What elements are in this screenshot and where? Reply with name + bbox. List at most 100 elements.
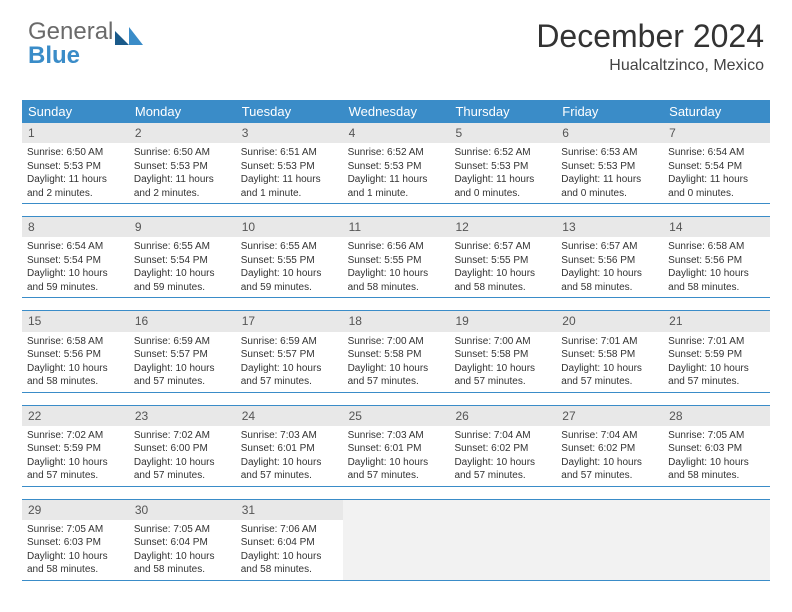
daylight-text: Daylight: 11 hours and 1 minute.	[348, 173, 445, 200]
sunrise-text: Sunrise: 6:56 AM	[348, 240, 445, 254]
day-body: Sunrise: 6:59 AMSunset: 5:57 PMDaylight:…	[129, 332, 236, 392]
day-body: Sunrise: 7:06 AMSunset: 6:04 PMDaylight:…	[236, 520, 343, 580]
daylight-text: Daylight: 10 hours and 57 minutes.	[348, 456, 445, 483]
daylight-text: Daylight: 11 hours and 1 minute.	[241, 173, 338, 200]
day-body: Sunrise: 6:55 AMSunset: 5:54 PMDaylight:…	[129, 237, 236, 297]
sunrise-text: Sunrise: 6:55 AM	[241, 240, 338, 254]
daylight-text: Daylight: 10 hours and 59 minutes.	[134, 267, 231, 294]
day-body: Sunrise: 7:00 AMSunset: 5:58 PMDaylight:…	[449, 332, 556, 392]
sunset-text: Sunset: 6:00 PM	[134, 442, 231, 456]
day-number: 10	[236, 217, 343, 237]
sunset-text: Sunset: 5:59 PM	[668, 348, 765, 362]
day-body: Sunrise: 7:01 AMSunset: 5:58 PMDaylight:…	[556, 332, 663, 392]
day-number: 15	[22, 311, 129, 331]
day-cell: 20Sunrise: 7:01 AMSunset: 5:58 PMDayligh…	[556, 311, 663, 391]
day-number: 13	[556, 217, 663, 237]
day-number: 28	[663, 406, 770, 426]
sunset-text: Sunset: 6:03 PM	[27, 536, 124, 550]
sunset-text: Sunset: 5:58 PM	[454, 348, 551, 362]
daylight-text: Daylight: 10 hours and 57 minutes.	[27, 456, 124, 483]
day-number: 17	[236, 311, 343, 331]
month-title: December 2024	[536, 18, 764, 55]
sunset-text: Sunset: 5:58 PM	[348, 348, 445, 362]
week-row: 15Sunrise: 6:58 AMSunset: 5:56 PMDayligh…	[22, 310, 770, 392]
title-block: December 2024 Hualcaltzinco, Mexico	[536, 18, 764, 75]
day-number: 6	[556, 123, 663, 143]
day-body: Sunrise: 6:58 AMSunset: 5:56 PMDaylight:…	[22, 332, 129, 392]
sunset-text: Sunset: 6:02 PM	[561, 442, 658, 456]
day-body: Sunrise: 6:50 AMSunset: 5:53 PMDaylight:…	[129, 143, 236, 203]
day-cell: 21Sunrise: 7:01 AMSunset: 5:59 PMDayligh…	[663, 311, 770, 391]
day-body: Sunrise: 6:51 AMSunset: 5:53 PMDaylight:…	[236, 143, 343, 203]
empty-day-cell	[663, 500, 770, 580]
sunset-text: Sunset: 5:55 PM	[348, 254, 445, 268]
daylight-text: Daylight: 10 hours and 59 minutes.	[241, 267, 338, 294]
weekday-header: Tuesday	[236, 100, 343, 123]
weekday-header-row: Sunday Monday Tuesday Wednesday Thursday…	[22, 100, 770, 123]
day-body: Sunrise: 6:56 AMSunset: 5:55 PMDaylight:…	[343, 237, 450, 297]
week-row: 8Sunrise: 6:54 AMSunset: 5:54 PMDaylight…	[22, 216, 770, 298]
sunset-text: Sunset: 5:56 PM	[668, 254, 765, 268]
sunrise-text: Sunrise: 6:59 AM	[134, 335, 231, 349]
daylight-text: Daylight: 10 hours and 57 minutes.	[134, 362, 231, 389]
sunrise-text: Sunrise: 6:57 AM	[454, 240, 551, 254]
weekday-header: Friday	[556, 100, 663, 123]
day-cell: 3Sunrise: 6:51 AMSunset: 5:53 PMDaylight…	[236, 123, 343, 203]
day-body: Sunrise: 6:55 AMSunset: 5:55 PMDaylight:…	[236, 237, 343, 297]
empty-day-cell	[343, 500, 450, 580]
day-body: Sunrise: 7:04 AMSunset: 6:02 PMDaylight:…	[449, 426, 556, 486]
day-number: 18	[343, 311, 450, 331]
sunset-text: Sunset: 6:01 PM	[348, 442, 445, 456]
sunset-text: Sunset: 5:58 PM	[561, 348, 658, 362]
daylight-text: Daylight: 11 hours and 0 minutes.	[668, 173, 765, 200]
day-number: 7	[663, 123, 770, 143]
day-body: Sunrise: 7:02 AMSunset: 5:59 PMDaylight:…	[22, 426, 129, 486]
daylight-text: Daylight: 10 hours and 57 minutes.	[134, 456, 231, 483]
sunrise-text: Sunrise: 7:02 AM	[134, 429, 231, 443]
daylight-text: Daylight: 10 hours and 57 minutes.	[348, 362, 445, 389]
day-body: Sunrise: 7:05 AMSunset: 6:03 PMDaylight:…	[663, 426, 770, 486]
daylight-text: Daylight: 10 hours and 58 minutes.	[561, 267, 658, 294]
sunset-text: Sunset: 5:53 PM	[134, 160, 231, 174]
sunrise-text: Sunrise: 6:55 AM	[134, 240, 231, 254]
sunrise-text: Sunrise: 6:54 AM	[668, 146, 765, 160]
sunset-text: Sunset: 5:55 PM	[241, 254, 338, 268]
day-body: Sunrise: 6:54 AMSunset: 5:54 PMDaylight:…	[663, 143, 770, 203]
sunrise-text: Sunrise: 7:02 AM	[27, 429, 124, 443]
day-cell: 30Sunrise: 7:05 AMSunset: 6:04 PMDayligh…	[129, 500, 236, 580]
daylight-text: Daylight: 10 hours and 58 minutes.	[134, 550, 231, 577]
sunset-text: Sunset: 5:53 PM	[348, 160, 445, 174]
daylight-text: Daylight: 10 hours and 58 minutes.	[668, 456, 765, 483]
day-body: Sunrise: 6:57 AMSunset: 5:56 PMDaylight:…	[556, 237, 663, 297]
daylight-text: Daylight: 10 hours and 57 minutes.	[668, 362, 765, 389]
sunset-text: Sunset: 5:53 PM	[561, 160, 658, 174]
day-number: 27	[556, 406, 663, 426]
day-body: Sunrise: 6:50 AMSunset: 5:53 PMDaylight:…	[22, 143, 129, 203]
day-number: 24	[236, 406, 343, 426]
day-number: 30	[129, 500, 236, 520]
sunset-text: Sunset: 6:01 PM	[241, 442, 338, 456]
sunset-text: Sunset: 5:53 PM	[241, 160, 338, 174]
daylight-text: Daylight: 10 hours and 57 minutes.	[241, 362, 338, 389]
sunset-text: Sunset: 6:04 PM	[241, 536, 338, 550]
day-number: 29	[22, 500, 129, 520]
sunset-text: Sunset: 5:57 PM	[241, 348, 338, 362]
sunrise-text: Sunrise: 7:00 AM	[454, 335, 551, 349]
day-number: 19	[449, 311, 556, 331]
logo-text-2: Blue	[28, 42, 80, 69]
sunrise-text: Sunrise: 7:01 AM	[561, 335, 658, 349]
day-cell: 23Sunrise: 7:02 AMSunset: 6:00 PMDayligh…	[129, 406, 236, 486]
sunrise-text: Sunrise: 6:57 AM	[561, 240, 658, 254]
sunset-text: Sunset: 5:54 PM	[27, 254, 124, 268]
day-number: 3	[236, 123, 343, 143]
day-body: Sunrise: 7:00 AMSunset: 5:58 PMDaylight:…	[343, 332, 450, 392]
day-cell: 10Sunrise: 6:55 AMSunset: 5:55 PMDayligh…	[236, 217, 343, 297]
sunset-text: Sunset: 5:57 PM	[134, 348, 231, 362]
day-cell: 25Sunrise: 7:03 AMSunset: 6:01 PMDayligh…	[343, 406, 450, 486]
sunrise-text: Sunrise: 7:03 AM	[348, 429, 445, 443]
daylight-text: Daylight: 10 hours and 57 minutes.	[561, 456, 658, 483]
weekday-header: Sunday	[22, 100, 129, 123]
weekday-header: Monday	[129, 100, 236, 123]
sunrise-text: Sunrise: 7:06 AM	[241, 523, 338, 537]
weekday-header: Thursday	[449, 100, 556, 123]
